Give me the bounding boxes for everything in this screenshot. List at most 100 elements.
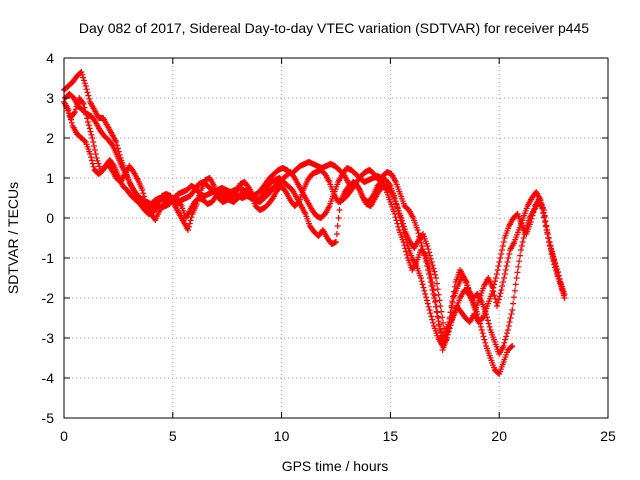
data-point [502,336,509,343]
data-point [544,231,551,237]
data-point [423,294,430,301]
data-point [430,319,436,326]
data-point [462,277,469,284]
data-point [393,217,400,224]
data-point [541,214,547,221]
data-point [494,299,501,306]
data-point [83,86,90,93]
data-point [530,209,537,216]
data-point [430,291,437,297]
data-point [479,315,485,322]
data-point [424,297,430,304]
y-tick-label: -1 [42,250,55,266]
data-point [336,207,343,213]
data-point [427,252,433,259]
data-point [561,295,568,301]
data-point [482,339,489,346]
data-point [528,215,535,222]
data-point [529,212,536,219]
data-point [504,327,511,333]
plot-frame [63,57,609,419]
data-point [434,286,441,293]
y-tick-labels: -5 -4 -3 -2 -1 0 1 2 3 4 [42,50,55,426]
y-tick-label: -5 [42,410,55,426]
data-point [425,246,432,253]
data-point [196,192,203,199]
data-point [492,278,499,285]
data-point [425,267,431,273]
data-point [83,111,90,118]
data-point [80,101,87,107]
data-point [88,157,95,164]
data-point [74,100,81,107]
data-point [481,336,488,343]
data-point [559,287,566,293]
data-point [494,303,500,309]
data-point [518,247,524,253]
data-point [91,147,98,153]
data-point [484,314,490,321]
data-point [500,239,507,245]
data-point [449,299,456,306]
data-point [432,298,439,305]
data-point [543,227,550,233]
data-point [447,314,453,321]
data-point [139,187,146,193]
data-point [545,235,552,241]
data-point [401,242,408,249]
data-point [498,251,505,257]
data-point [493,271,500,277]
data-point [417,275,424,281]
data-point [90,163,97,170]
data-point [531,206,538,213]
data-point [95,160,102,167]
data-point [432,303,439,310]
data-point [516,258,523,265]
data-point [422,255,429,262]
data-point [73,103,80,110]
data-point [428,259,435,265]
y-tick-label: -2 [42,290,55,306]
data-point [496,259,503,265]
data-point [432,299,438,305]
x-tick-label: 10 [274,428,290,444]
data-point [480,333,487,340]
data-point [195,195,202,202]
data-point [399,217,406,224]
data-point [434,280,440,287]
data-point [419,281,426,288]
data-point [518,243,525,249]
data-point [497,255,504,261]
data-point [499,283,506,289]
data-point [439,314,446,321]
data-point [333,239,339,245]
data-point [414,227,421,233]
data-point [556,276,563,283]
series-track-c [62,91,568,345]
data-point [446,319,453,325]
data-point [511,294,517,301]
data-point [463,279,470,285]
data-point [508,311,515,317]
data-point [426,275,433,281]
data-point [551,257,558,264]
data-point [537,197,544,203]
data-point [539,205,546,212]
data-point [82,83,89,89]
data-point [436,323,443,329]
data-point [540,210,547,217]
data-point [486,323,493,330]
data-point [186,220,193,227]
data-point [79,71,86,78]
data-point [403,248,410,255]
data-point [187,217,194,224]
data-point [81,104,88,111]
data-point [420,284,427,291]
data-point [478,327,485,333]
y-tick-label: 4 [46,50,54,66]
data-point [87,128,94,135]
data-point [485,320,492,327]
data-point [81,138,88,145]
x-tick-label: 0 [60,428,68,444]
data-point [507,315,514,321]
